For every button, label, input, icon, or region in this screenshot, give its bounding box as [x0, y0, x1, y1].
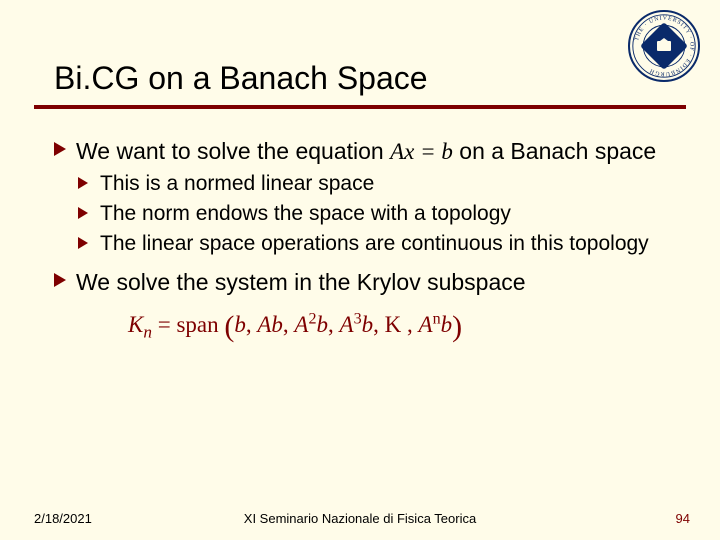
- formula-term-0: b: [234, 312, 246, 337]
- footer-page-number: 94: [676, 511, 690, 526]
- sub-bullet-continuous-ops: The linear space operations are continuo…: [78, 231, 666, 257]
- krylov-formula: Kn = span (b, Ab, A2b, A3b, K , Anb): [128, 312, 462, 337]
- formula-lhs-sub: n: [143, 323, 152, 342]
- university-crest-icon: THE · UNIVERSITY · OF · EDINBURGH: [628, 10, 700, 82]
- equation-ax-b: Ax = b: [390, 139, 453, 164]
- title-area: Bi.CG on a Banach Space: [0, 0, 720, 97]
- book-icon: [657, 41, 671, 51]
- formula-eq-span: = span: [158, 312, 219, 337]
- formula-term-2-base: A: [294, 312, 308, 337]
- bullet-marker-icon: [78, 237, 88, 249]
- bullet-marker-icon: [54, 142, 66, 156]
- footer-date: 2/18/2021: [34, 511, 92, 526]
- content-area: We want to solve the equation Ax = b on …: [0, 109, 720, 344]
- sub-bullet-text: The norm endows the space with a topolog…: [100, 202, 511, 225]
- slide: THE · UNIVERSITY · OF · EDINBURGH Bi.CG …: [0, 0, 720, 540]
- formula-lhs-K: K: [128, 312, 143, 337]
- university-logo: THE · UNIVERSITY · OF · EDINBURGH: [628, 10, 700, 82]
- sub-bullet-text: This is a normed linear space: [100, 172, 374, 195]
- sub-bullet-text: The linear space operations are continuo…: [100, 232, 649, 255]
- formula-ellipsis: , K ,: [373, 312, 413, 337]
- bullet-krylov-subspace: We solve the system in the Krylov subspa…: [54, 268, 666, 297]
- footer-venue: XI Seminario Nazionale di Fisica Teorica: [244, 511, 476, 526]
- slide-title: Bi.CG on a Banach Space: [54, 60, 720, 97]
- bullet-text-prefix: We want to solve the equation: [76, 138, 390, 164]
- slide-footer: 2/18/2021 XI Seminario Nazionale di Fisi…: [0, 511, 720, 526]
- bullet-marker-icon: [54, 273, 66, 287]
- formula-last-exp: n: [433, 311, 441, 328]
- formula-last-b: b: [441, 312, 453, 337]
- formula-last-A: A: [419, 312, 433, 337]
- bullet-text: We solve the system in the Krylov subspa…: [76, 269, 526, 295]
- formula-block: Kn = span (b, Ab, A2b, A3b, K , Anb): [128, 310, 666, 344]
- formula-term-3-base: A: [340, 312, 354, 337]
- bullet-marker-icon: [78, 207, 88, 219]
- bullet-solve-equation: We want to solve the equation Ax = b on …: [54, 137, 666, 167]
- bullet-marker-icon: [78, 177, 88, 189]
- sub-bullet-topology: The norm endows the space with a topolog…: [78, 201, 666, 227]
- formula-term-1: Ab: [257, 312, 283, 337]
- bullet-text-suffix: on a Banach space: [453, 138, 656, 164]
- sub-bullet-normed-space: This is a normed linear space: [78, 171, 666, 197]
